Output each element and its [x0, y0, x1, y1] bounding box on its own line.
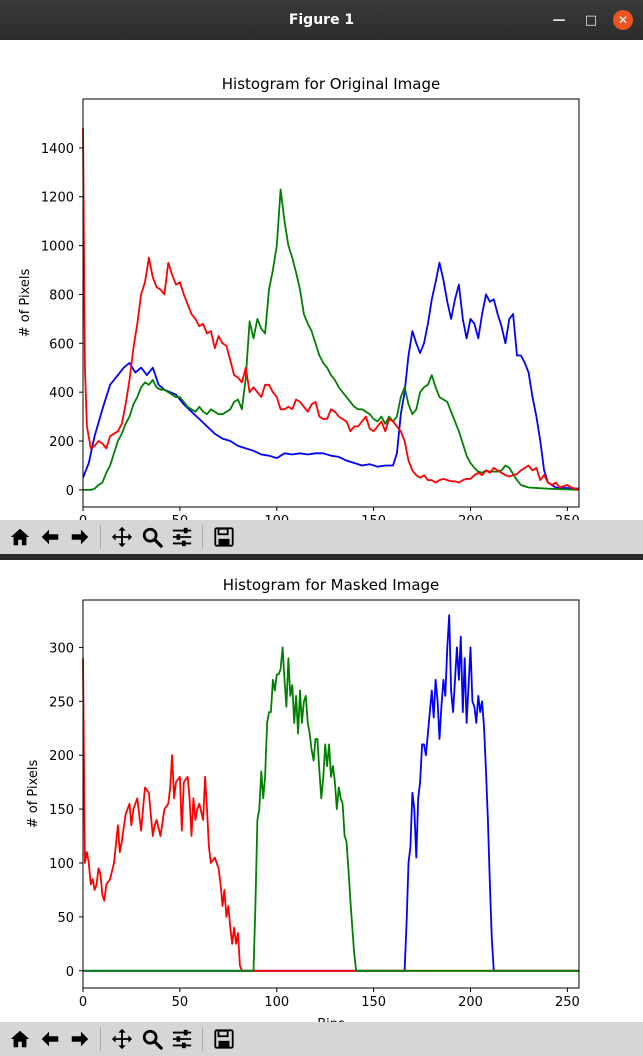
- toolbar-separator: [100, 1027, 101, 1051]
- navigation-toolbar: [0, 520, 643, 554]
- series-line-red: [82, 658, 579, 972]
- histogram-original-chart: Histogram for Original Image 0 50 100 150 200…: [18, 75, 580, 520]
- series-line-green: [83, 646, 579, 972]
- back-arrow-icon[interactable]: [36, 1026, 63, 1053]
- chart-title: Histogram for Masked Image: [223, 576, 440, 594]
- y-tick-label: 250: [49, 695, 74, 710]
- minimize-icon[interactable]: —: [552, 12, 566, 28]
- x-tick-label: 150: [361, 514, 386, 520]
- x-tick-label: 100: [264, 995, 289, 1010]
- window-title: Figure 1: [288, 12, 355, 28]
- forward-arrow-icon[interactable]: [66, 1026, 93, 1053]
- back-arrow-icon[interactable]: [36, 524, 63, 551]
- chart-title: Histogram for Original Image: [222, 75, 440, 93]
- series-line-blue: [83, 614, 579, 972]
- y-tick-label: 1400: [41, 142, 74, 157]
- x-tick-label: 150: [361, 995, 386, 1010]
- toolbar-separator: [202, 525, 203, 549]
- home-icon[interactable]: [6, 1026, 33, 1053]
- y-tick-label: 300: [49, 641, 74, 656]
- x-tick-label: 0: [79, 514, 87, 520]
- configure-subplots-icon[interactable]: [168, 524, 195, 551]
- pan-icon[interactable]: [108, 524, 135, 551]
- y-tick-label: 200: [49, 749, 74, 764]
- series-line-red: [82, 128, 580, 491]
- x-axis-label: Bins: [317, 1017, 345, 1022]
- y-tick-label: 400: [49, 386, 74, 401]
- zoom-icon[interactable]: [138, 1026, 165, 1053]
- y-tick-label: 0: [66, 484, 74, 499]
- toolbar-separator: [100, 525, 101, 549]
- x-tick-label: 250: [555, 995, 580, 1010]
- zoom-icon[interactable]: [138, 524, 165, 551]
- y-axis-label: # of Pixels: [26, 760, 41, 829]
- plot-area[interactable]: Histogram for Masked Image 0 50 100 150 200 25…: [0, 560, 643, 1022]
- y-tick-label: 600: [49, 337, 74, 352]
- figure-window-1: Figure 1 — □ ✕ Histogram for Original Im…: [0, 0, 643, 554]
- x-tick-label: 100: [264, 514, 289, 520]
- y-tick-label: 800: [49, 288, 74, 303]
- navigation-toolbar: [0, 1022, 643, 1056]
- plot-area[interactable]: Histogram for Original Image 0 50 100 150 200…: [0, 40, 643, 520]
- x-tick-label: 50: [172, 995, 189, 1010]
- y-axis-label: # of Pixels: [18, 269, 33, 338]
- x-tick-label: 0: [79, 995, 87, 1010]
- save-icon[interactable]: [210, 1026, 237, 1053]
- home-icon[interactable]: [6, 524, 33, 551]
- title-bar[interactable]: Figure 1 — □ ✕: [0, 0, 643, 40]
- y-tick-label: 50: [57, 911, 74, 926]
- y-tick-label: 1200: [41, 191, 74, 206]
- maximize-icon[interactable]: □: [584, 12, 598, 28]
- y-tick-label: 100: [49, 857, 74, 872]
- toolbar-separator: [202, 1027, 203, 1051]
- axes-frame: [82, 98, 580, 508]
- window-controls: — □ ✕: [549, 0, 633, 40]
- series-line-green: [83, 188, 580, 491]
- y-tick-label: 150: [49, 803, 74, 818]
- axes-frame: [82, 599, 580, 989]
- pan-icon[interactable]: [108, 1026, 135, 1053]
- series-line-blue: [82, 261, 580, 490]
- x-tick-label: 200: [458, 514, 483, 520]
- close-icon[interactable]: ✕: [613, 10, 633, 30]
- save-icon[interactable]: [210, 524, 237, 551]
- x-tick-label: 250: [555, 514, 580, 520]
- x-tick-label: 200: [458, 995, 483, 1010]
- figure-window-2: Histogram for Masked Image 0 50 100 150 200 25…: [0, 560, 643, 1056]
- forward-arrow-icon[interactable]: [66, 524, 93, 551]
- histogram-masked-chart: Histogram for Masked Image 0 50 100 150 200 25…: [26, 576, 580, 1022]
- x-tick-label: 50: [172, 514, 189, 520]
- y-tick-label: 0: [66, 965, 74, 980]
- y-tick-label: 1000: [41, 240, 74, 255]
- y-tick-label: 200: [49, 435, 74, 450]
- configure-subplots-icon[interactable]: [168, 1026, 195, 1053]
